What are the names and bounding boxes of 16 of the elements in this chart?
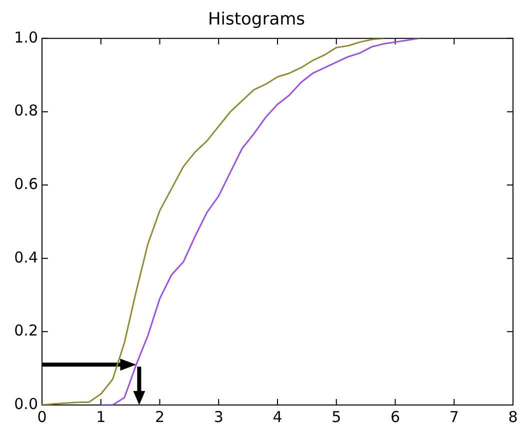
- y-tick-label: 0.8: [14, 102, 38, 120]
- x-tick-label: 6: [390, 408, 400, 426]
- x-tick-label: 1: [96, 408, 106, 426]
- y-tick-label: 0.4: [14, 248, 38, 266]
- y-tick-label: 0.0: [14, 394, 38, 413]
- x-tick-label: 0: [37, 408, 47, 426]
- x-tick-label: 3: [214, 408, 224, 426]
- x-tick-label: 7: [449, 408, 459, 426]
- x-tick-label: 8: [508, 408, 518, 426]
- y-tick-label: 0.2: [14, 322, 38, 340]
- y-tick-label: 1.0: [14, 28, 38, 46]
- x-tick-label: 5: [332, 408, 342, 426]
- x-tick-label: 2: [154, 408, 165, 426]
- chart-title: Histograms: [208, 10, 306, 30]
- y-tick-label: 0.6: [14, 174, 38, 193]
- x-tick-label: 4: [272, 408, 282, 426]
